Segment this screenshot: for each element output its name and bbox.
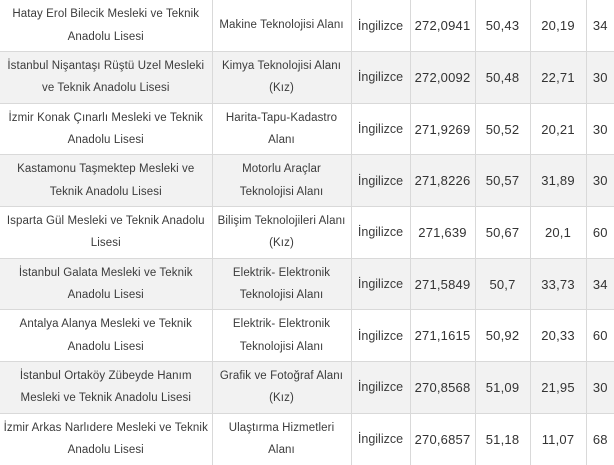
language-cell: İngilizce bbox=[351, 206, 411, 259]
value-b-cell: 11,07 bbox=[530, 413, 587, 465]
value-b-cell: 21,95 bbox=[530, 361, 587, 414]
value-a-cell: 50,57 bbox=[475, 154, 531, 208]
language-cell: İngilizce bbox=[351, 309, 411, 363]
value-a-cell: 50,7 bbox=[475, 258, 531, 311]
school-cell: İstanbul Ortaköy Zübeyde Hanım Mesleki v… bbox=[0, 361, 213, 414]
score-cell: 271,8226 bbox=[410, 154, 476, 208]
school-cell: İzmir Konak Çınarlı Mesleki ve Teknik An… bbox=[0, 103, 213, 156]
value-c-cell: 34 bbox=[586, 258, 614, 311]
score-cell: 272,0092 bbox=[410, 51, 476, 104]
value-c-cell: 30 bbox=[586, 51, 614, 104]
language-cell: İngilizce bbox=[351, 361, 411, 414]
field-cell: Kimya Teknolojisi Alanı (Kız) bbox=[212, 51, 352, 104]
table-row: İstanbul Ortaköy Zübeyde Hanım Mesleki v… bbox=[0, 361, 614, 414]
table-row: Hatay Erol Bilecik Mesleki ve Teknik Ana… bbox=[0, 0, 614, 53]
value-b-cell: 20,33 bbox=[530, 309, 587, 363]
school-cell: İstanbul Nişantaşı Rüştü Uzel Mesleki ve… bbox=[0, 51, 213, 104]
value-a-cell: 51,09 bbox=[475, 361, 531, 414]
language-cell: İngilizce bbox=[351, 103, 411, 156]
language-cell: İngilizce bbox=[351, 0, 411, 53]
value-c-cell: 60 bbox=[586, 309, 614, 363]
field-cell: Makine Teknolojisi Alanı bbox=[212, 0, 352, 53]
table-row: İzmir Konak Çınarlı Mesleki ve Teknik An… bbox=[0, 103, 614, 156]
school-cell: Antalya Alanya Mesleki ve Teknik Anadolu… bbox=[0, 309, 213, 363]
school-cell: İzmir Arkas Narlıdere Mesleki ve Teknik … bbox=[0, 413, 213, 465]
field-cell: Elektrik- Elektronik Teknolojisi Alanı bbox=[212, 309, 352, 363]
field-cell: Bilişim Teknolojileri Alanı (Kız) bbox=[212, 206, 352, 259]
value-b-cell: 20,21 bbox=[530, 103, 587, 156]
field-cell: Motorlu Araçlar Teknolojisi Alanı bbox=[212, 154, 352, 208]
score-cell: 271,639 bbox=[410, 206, 476, 259]
table-row: Antalya Alanya Mesleki ve Teknik Anadolu… bbox=[0, 309, 614, 363]
language-cell: İngilizce bbox=[351, 51, 411, 104]
school-cell: Kastamonu Taşmektep Mesleki ve Teknik An… bbox=[0, 154, 213, 208]
value-b-cell: 22,71 bbox=[530, 51, 587, 104]
value-a-cell: 51,18 bbox=[475, 413, 531, 465]
value-c-cell: 30 bbox=[586, 361, 614, 414]
score-cell: 270,6857 bbox=[410, 413, 476, 465]
value-c-cell: 68 bbox=[592, 431, 608, 447]
score-cell: 270,8568 bbox=[410, 361, 476, 414]
value-a-cell: 50,48 bbox=[475, 51, 531, 104]
school-cell: Hatay Erol Bilecik Mesleki ve Teknik Ana… bbox=[0, 0, 213, 53]
value-c-cell: 34 bbox=[586, 0, 614, 53]
value-b-cell: 20,19 bbox=[530, 0, 587, 53]
table-row: İzmir Arkas Narlıdere Mesleki ve Teknik … bbox=[0, 413, 614, 465]
school-cell: Isparta Gül Mesleki ve Teknik Anadolu Li… bbox=[0, 206, 213, 259]
language-cell: İngilizce bbox=[351, 154, 411, 208]
value-a-cell: 50,92 bbox=[475, 309, 531, 363]
value-b-cell: 33,73 bbox=[530, 258, 587, 311]
value-a-cell: 50,43 bbox=[475, 0, 531, 53]
field-cell: Grafik ve Fotoğraf Alanı (Kız) bbox=[212, 361, 352, 414]
score-cell: 271,5849 bbox=[410, 258, 476, 311]
field-cell: Ulaştırma Hizmetleri Alanı bbox=[212, 413, 352, 465]
value-c-cell: 60 bbox=[586, 206, 614, 259]
school-cell: İstanbul Galata Mesleki ve Teknik Anadol… bbox=[0, 258, 213, 311]
score-cell: 271,9269 bbox=[410, 103, 476, 156]
value-a-cell: 50,52 bbox=[475, 103, 531, 156]
language-cell: İngilizce bbox=[351, 258, 411, 311]
value-c-cell: 30 bbox=[586, 103, 614, 156]
value-c-cell: 30 bbox=[586, 154, 614, 208]
score-cell: 271,1615 bbox=[410, 309, 476, 363]
field-cell: Harita-Tapu-Kadastro Alanı bbox=[212, 103, 352, 156]
table-row: Kastamonu Taşmektep Mesleki ve Teknik An… bbox=[0, 154, 614, 208]
field-cell: Elektrik- Elektronik Teknolojisi Alanı bbox=[212, 258, 352, 311]
table-row: Isparta Gül Mesleki ve Teknik Anadolu Li… bbox=[0, 206, 614, 259]
value-a-cell: 50,67 bbox=[475, 206, 531, 259]
language-cell: İngilizce bbox=[351, 413, 411, 465]
value-b-cell: 31,89 bbox=[530, 154, 587, 208]
value-b-cell: 20,1 bbox=[530, 206, 587, 259]
table-row: İstanbul Galata Mesleki ve Teknik Anadol… bbox=[0, 258, 614, 311]
table-row: İstanbul Nişantaşı Rüştü Uzel Mesleki ve… bbox=[0, 51, 614, 104]
score-cell: 272,0941 bbox=[410, 0, 476, 53]
